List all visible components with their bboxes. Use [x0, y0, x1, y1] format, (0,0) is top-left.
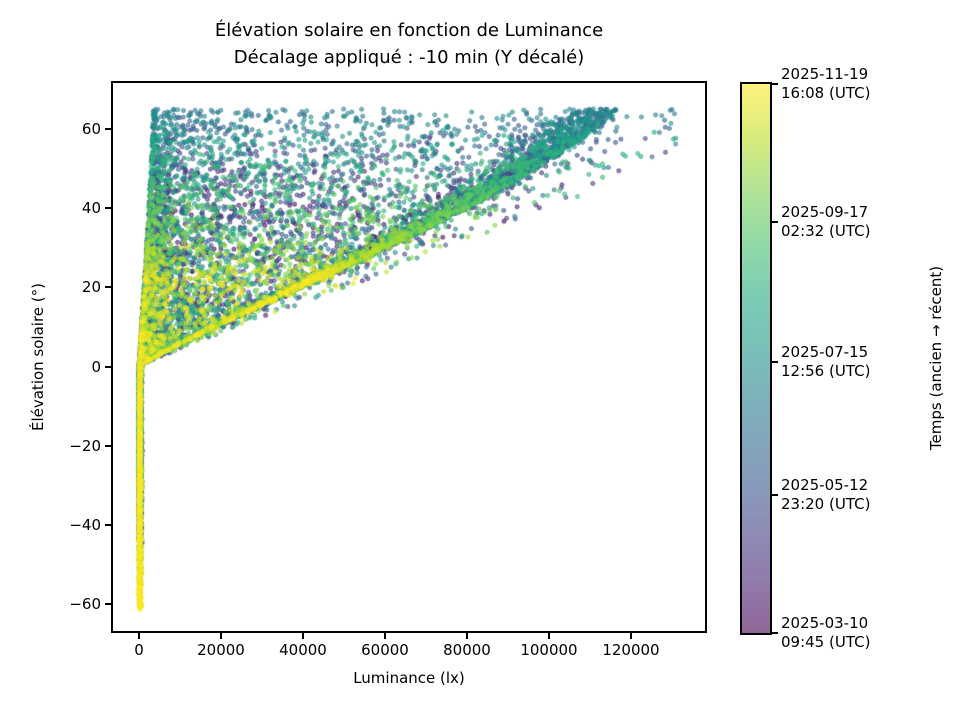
y-tick-mark	[105, 603, 111, 606]
x-tick-label: 20000	[197, 641, 245, 659]
x-tick-label: 100000	[520, 641, 578, 659]
colorbar-tick-mark	[772, 83, 778, 85]
colorbar-tick-time: 09:45 (UTC)	[781, 633, 871, 651]
y-tick-label: 60	[81, 119, 101, 138]
colorbar-gradient	[742, 84, 770, 633]
x-tick-mark	[383, 633, 386, 639]
colorbar-tick-time: 23:20 (UTC)	[781, 494, 871, 513]
colorbar-tick-label: 2025-05-12 23:20 (UTC)	[781, 476, 870, 514]
colorbar-tick-mark	[772, 493, 778, 496]
y-tick-label: −40	[69, 515, 101, 534]
x-tick-mark	[137, 633, 140, 639]
colorbar-label: Temps (ancien → récent)	[927, 265, 945, 451]
colorbar-tick-date: 2025-05-12	[781, 475, 869, 494]
colorbar-tick-date: 2025-07-15	[781, 342, 869, 361]
y-tick-mark	[105, 207, 111, 210]
y-tick-label: 40	[81, 199, 101, 218]
x-tick-mark	[301, 633, 304, 639]
colorbar-tick-date: 2025-11-19	[781, 65, 869, 83]
scatter-canvas	[113, 83, 705, 631]
colorbar-tick-date: 2025-09-17	[781, 203, 869, 222]
x-tick-label: 40000	[279, 641, 327, 659]
colorbar-tick-label: 2025-03-10 09:45 (UTC)	[781, 614, 870, 652]
x-tick-label: 60000	[361, 641, 409, 659]
colorbar-tick-label: 2025-07-15 12:56 (UTC)	[781, 343, 870, 381]
y-tick-mark	[105, 127, 111, 130]
colorbar-tick-mark	[772, 360, 778, 363]
colorbar-tick-label: 2025-11-19 16:08 (UTC)	[781, 65, 870, 103]
y-tick-label: −20	[69, 436, 101, 455]
y-tick-mark	[105, 444, 111, 447]
y-tick-label: 20	[81, 278, 101, 297]
chart-title-line1: Élévation solaire en fonction de Luminan…	[214, 20, 604, 41]
colorbar-tick-time: 16:08 (UTC)	[781, 84, 871, 102]
colorbar-tick-mark	[772, 221, 778, 224]
y-tick-label: −60	[69, 595, 101, 614]
x-tick-mark	[629, 633, 632, 639]
colorbar-tick-time: 12:56 (UTC)	[781, 361, 871, 380]
y-tick-mark	[105, 523, 111, 526]
x-tick-mark	[465, 633, 468, 639]
x-tick-label: 80000	[443, 641, 491, 659]
x-tick-mark	[219, 633, 222, 639]
x-axis-label: Luminance (lx)	[353, 669, 465, 687]
y-tick-label: 0	[91, 357, 101, 376]
y-tick-mark	[105, 286, 111, 289]
x-tick-label: 0	[134, 641, 144, 659]
colorbar-tick-label: 2025-09-17 02:32 (UTC)	[781, 203, 870, 241]
chart-title-line2: Décalage appliqué : -10 min (Y décalé)	[233, 47, 585, 68]
y-tick-mark	[105, 365, 111, 368]
colorbar-tick-mark	[772, 632, 778, 634]
colorbar	[740, 82, 772, 635]
chart-title: Élévation solaire en fonction de Luminan…	[113, 17, 705, 71]
colorbar-tick-time: 02:32 (UTC)	[781, 222, 871, 241]
colorbar-tick-date: 2025-03-10	[781, 614, 869, 632]
x-tick-label: 120000	[602, 641, 660, 659]
x-tick-mark	[547, 633, 550, 639]
